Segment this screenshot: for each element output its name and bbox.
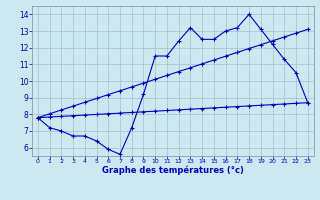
X-axis label: Graphe des températures (°c): Graphe des températures (°c) xyxy=(102,166,244,175)
